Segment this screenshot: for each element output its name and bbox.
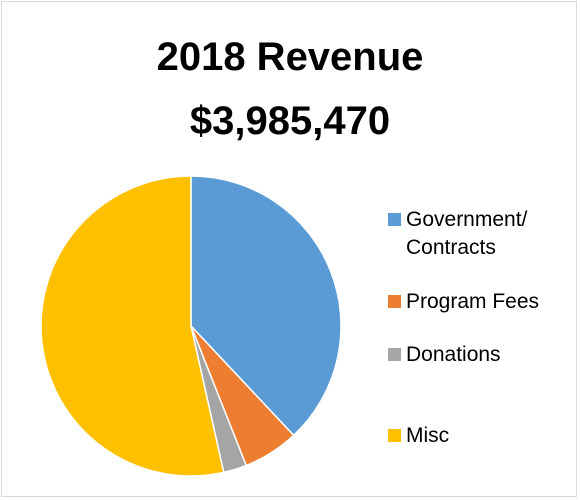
legend-label-donations: Donations	[406, 343, 501, 366]
legend-label-program-fees: Program Fees	[406, 290, 540, 313]
legend-swatch-misc	[388, 429, 401, 442]
legend-swatch-program-fees	[388, 295, 401, 308]
legend-label-misc: Misc	[406, 424, 450, 447]
pie-slices	[40, 175, 342, 477]
legend-item-government: Government/ Contracts	[388, 206, 580, 262]
pie-slice-government	[190, 175, 342, 437]
chart-subtitle: $3,985,470	[189, 99, 391, 143]
legend-label-government: Government/ Contracts	[406, 208, 528, 259]
legend-item-misc: Misc	[388, 422, 580, 450]
chart-title: 2018 Revenue	[156, 35, 424, 79]
legend-swatch-government	[388, 213, 401, 226]
pie-slice-misc	[40, 175, 225, 477]
legend-item-donations: Donations	[388, 341, 580, 369]
legend-swatch-donations	[388, 348, 401, 361]
legend-item-program-fees: Program Fees	[388, 288, 580, 316]
